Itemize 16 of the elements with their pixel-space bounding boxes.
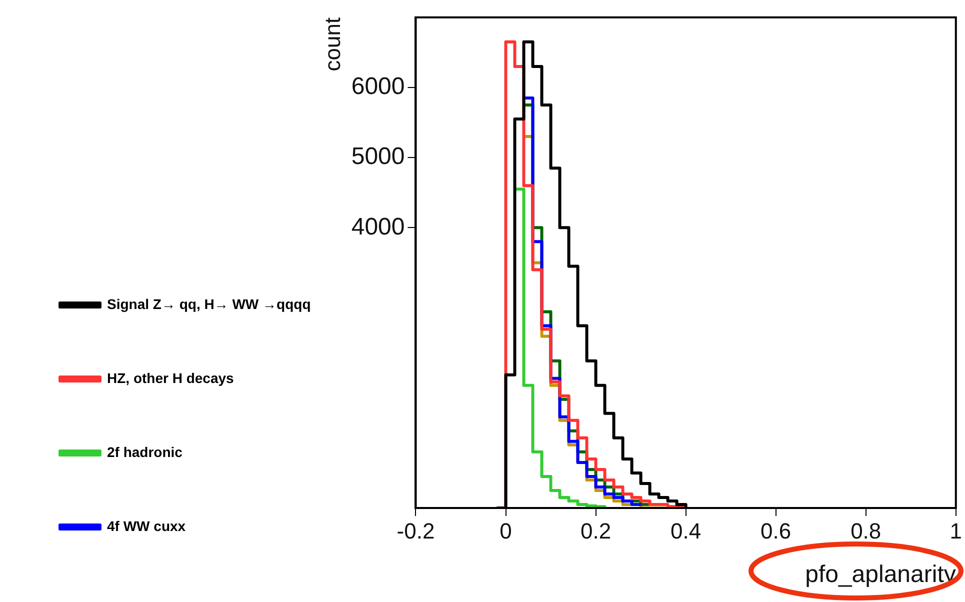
x-tick-label: 0 bbox=[500, 518, 512, 544]
y-tick-label: 4000 bbox=[351, 213, 405, 240]
legend-label: 4f WW cuxx bbox=[107, 518, 186, 534]
y-tick-label: 6000 bbox=[351, 73, 405, 100]
legend-label: HZ, other H decays bbox=[107, 370, 234, 386]
x-tick-label: 0.2 bbox=[580, 518, 612, 544]
x-tick-label: 0.6 bbox=[760, 518, 792, 544]
legend-label: 2f hadronic bbox=[107, 444, 183, 460]
x-axis-title: pfo_aplanarity bbox=[805, 561, 956, 588]
x-tick-label: 1 bbox=[950, 518, 962, 544]
x-tick-label: 0.4 bbox=[670, 518, 702, 544]
x-tick-label: 0.8 bbox=[850, 518, 882, 544]
y-axis-title: count bbox=[320, 17, 346, 72]
x-tick-label: -0.2 bbox=[396, 518, 435, 544]
y-tick-label: 5000 bbox=[351, 143, 405, 170]
legend-label: Signal Z→ qq, H→ WW →qqqq bbox=[107, 296, 311, 312]
